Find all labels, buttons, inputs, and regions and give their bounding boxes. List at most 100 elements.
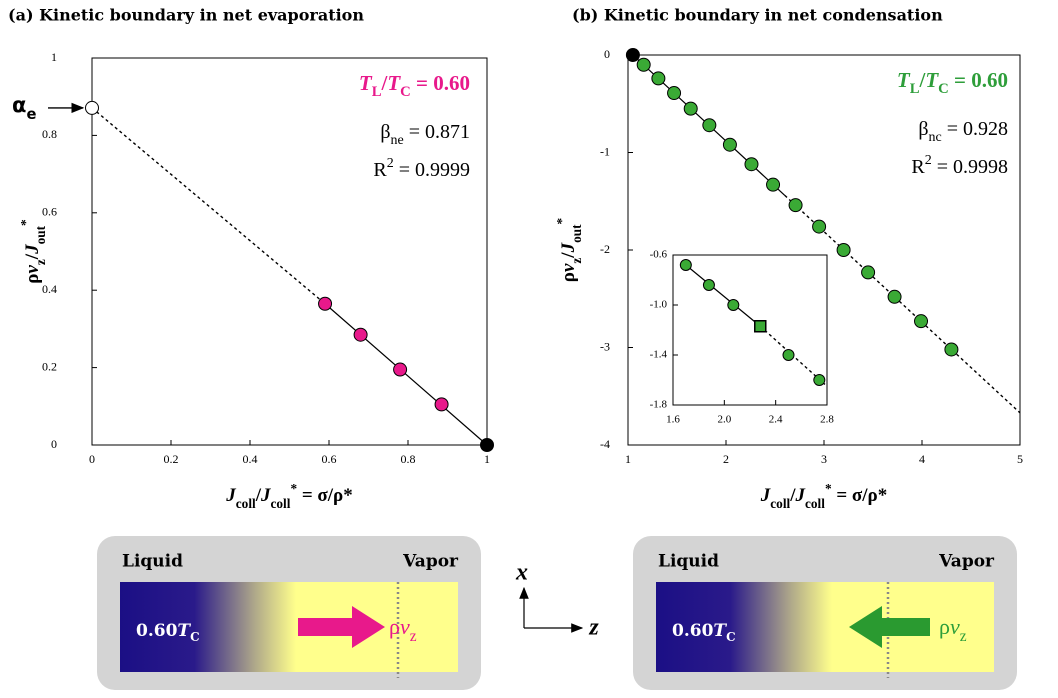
y-axis-label-part: * [18, 219, 33, 226]
y-axis-label-part: J [558, 242, 579, 253]
x-axis-label-part: coll [271, 496, 291, 511]
annotation: TL/TC = 0.60 [897, 68, 1008, 98]
point [887, 289, 902, 304]
point [813, 374, 826, 386]
y-tick-label: -1.0 [650, 299, 668, 311]
point [702, 118, 717, 133]
annotation-part: = 0.60 [411, 71, 470, 95]
r2-label-part: R [911, 156, 925, 178]
panel-title: (a) Kinetic boundary in net evaporation [8, 6, 364, 25]
plot-frame [91, 57, 488, 446]
x-axis-label-part: * [825, 481, 832, 496]
r2-label: R2 = 0.9999 [373, 156, 470, 181]
fit-line [91, 107, 326, 305]
flux-label-part: z [410, 628, 417, 645]
x-tick-label: 1 [625, 452, 631, 466]
y-axis-label: ρvz/Jout* [18, 219, 48, 284]
point [782, 349, 795, 361]
fit-label: βne = 0.871 [380, 121, 470, 148]
axis-symbol: x [515, 560, 528, 586]
interface-gradient [656, 582, 994, 672]
point [754, 320, 767, 333]
y-axis-label-part: J [22, 244, 43, 255]
fit-label-part: = 0.928 [942, 118, 1008, 140]
annotation-part: = 0.60 [949, 68, 1008, 92]
interface-gradient [120, 582, 458, 672]
intercept-label-part: α [12, 93, 26, 117]
phase-label: Liquid [658, 552, 719, 572]
temperature-label: 0.60TC [672, 621, 736, 645]
r2-label-part: 2 [925, 153, 932, 168]
annotation-part: L [910, 81, 920, 97]
annotation-part: T [387, 71, 401, 95]
point [667, 86, 682, 101]
point [722, 137, 737, 152]
point [434, 397, 449, 412]
point [85, 100, 99, 115]
plot-frame [672, 254, 828, 406]
axis-symbol: z [588, 615, 599, 641]
point [727, 299, 740, 311]
flux-label-part: v [950, 614, 960, 639]
x-axis-label-part: * [290, 481, 297, 496]
point [812, 219, 827, 234]
x-tick-label: 0.8 [401, 452, 416, 466]
flux-label-part: ρ [939, 614, 950, 639]
point [766, 177, 781, 192]
point [744, 157, 759, 172]
y-tick-label: 0 [51, 437, 57, 451]
annotation-part: C [938, 81, 949, 97]
r2-label-part: = 0.9999 [394, 159, 470, 181]
y-tick-label: -4 [600, 437, 610, 451]
point [836, 243, 851, 257]
point [480, 438, 494, 452]
fit-label-part: β [918, 118, 928, 140]
point [651, 71, 666, 86]
x-tick-label: 2.0 [717, 414, 731, 426]
temperature-label-part: T [177, 621, 191, 641]
point [353, 327, 368, 342]
annotation-part: / [919, 68, 927, 92]
phase-label: Vapor [938, 552, 995, 572]
temperature-label-part: 0.60 [136, 621, 178, 641]
flux-label: ρvz [939, 614, 967, 645]
fit-label-part: nc [929, 130, 942, 145]
r2-label-part: = 0.9998 [932, 156, 1008, 178]
point [318, 296, 333, 311]
y-axis-label-part: v [558, 263, 579, 272]
flux-label-part: v [400, 614, 410, 639]
y-tick-label: -0.6 [650, 249, 668, 261]
x-tick-label: 2.4 [769, 414, 783, 426]
y-tick-label: -1.4 [650, 349, 668, 361]
flux-arrow [298, 606, 385, 648]
point [683, 101, 698, 116]
y-axis-label-part: z [33, 259, 48, 265]
x-tick-label: 0.4 [243, 452, 258, 466]
x-tick-label: 2 [723, 452, 729, 466]
flux-arrow [849, 606, 930, 648]
y-tick-label: 0.8 [42, 127, 57, 141]
y-tick-label: 0.6 [42, 205, 57, 219]
flux-label-part: z [960, 628, 967, 645]
fit-line [685, 264, 761, 327]
fit-line [784, 194, 1021, 414]
phase-label: Liquid [122, 552, 183, 572]
y-axis-label-part: ρ [22, 274, 43, 284]
r2-label-part: R [373, 159, 387, 181]
r2-label-part: 2 [387, 156, 394, 171]
flux-label: ρvz [389, 614, 417, 645]
y-tick-label: -3 [600, 339, 610, 353]
y-axis-label-part: * [554, 217, 569, 224]
flux-label-part: ρ [389, 614, 400, 639]
y-tick-label: 0 [604, 47, 610, 61]
annotation-part: C [400, 84, 411, 100]
x-axis-label-part: = σ/ρ* [297, 485, 353, 506]
temperature-label-part: 0.60 [672, 621, 714, 641]
annotation-part: L [372, 84, 382, 100]
point [679, 259, 692, 271]
temperature-label: 0.60TC [136, 621, 200, 645]
x-axis-label-part: coll [770, 496, 790, 511]
x-axis-label-part: J [225, 485, 236, 506]
point [788, 198, 803, 213]
